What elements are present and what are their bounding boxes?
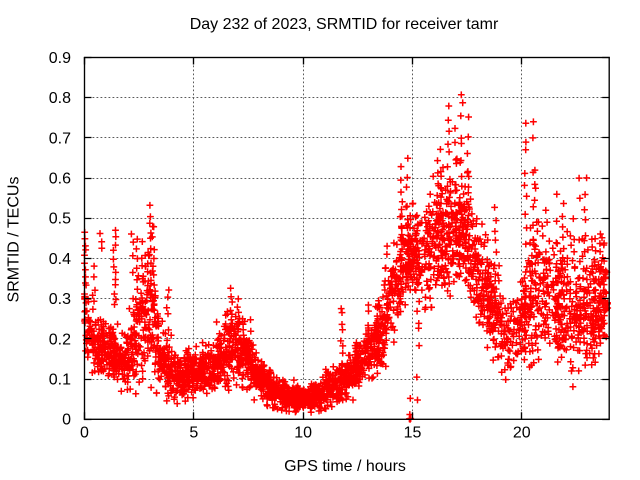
svg-text:0.8: 0.8 [49, 90, 71, 107]
svg-text:GPS time / hours: GPS time / hours [284, 458, 406, 475]
svg-text:SRMTID / TECUs: SRMTID / TECUs [6, 177, 23, 303]
svg-text:0: 0 [62, 412, 71, 429]
svg-text:Day 232 of 2023, SRMTID for re: Day 232 of 2023, SRMTID for receiver tam… [190, 16, 499, 33]
svg-text:10: 10 [294, 425, 312, 442]
svg-text:0.2: 0.2 [49, 331, 71, 348]
svg-text:0.9: 0.9 [49, 50, 71, 67]
svg-text:0.4: 0.4 [49, 251, 71, 268]
svg-text:0.7: 0.7 [49, 130, 71, 147]
svg-text:0.6: 0.6 [49, 171, 71, 188]
svg-text:0.1: 0.1 [49, 372, 71, 389]
svg-text:15: 15 [404, 425, 422, 442]
svg-text:20: 20 [513, 425, 531, 442]
svg-text:0.5: 0.5 [49, 211, 71, 228]
svg-text:0: 0 [80, 425, 89, 442]
svg-text:0.3: 0.3 [49, 291, 71, 308]
svg-text:5: 5 [189, 425, 198, 442]
